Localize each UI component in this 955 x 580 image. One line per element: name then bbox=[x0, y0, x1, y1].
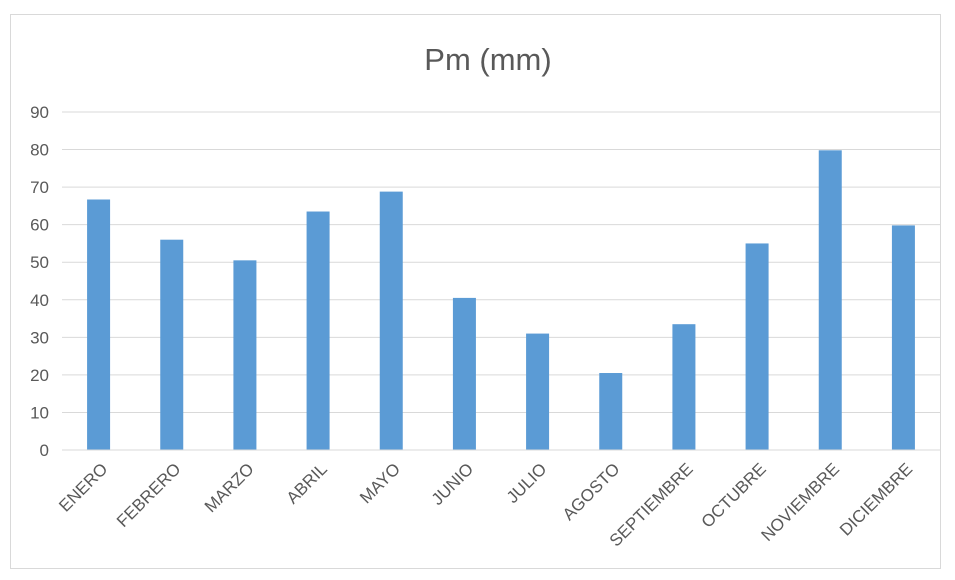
bar-julio bbox=[526, 333, 550, 450]
x-tick-label: ENERO bbox=[55, 459, 111, 515]
y-tick-label: 90 bbox=[30, 103, 49, 122]
bar-agosto bbox=[599, 373, 623, 450]
x-tick-label: JULIO bbox=[503, 459, 551, 507]
bar-septiembre bbox=[672, 324, 696, 450]
y-tick-label: 70 bbox=[30, 178, 49, 197]
bars bbox=[87, 150, 915, 450]
x-tick-label: NOVIEMBRE bbox=[757, 459, 843, 545]
chart-title: Pm (mm) bbox=[424, 42, 551, 77]
bar-diciembre bbox=[891, 225, 915, 450]
bar-mayo bbox=[379, 191, 403, 450]
x-tick-label: AGOSTO bbox=[559, 459, 624, 524]
y-tick-label: 50 bbox=[30, 253, 49, 272]
x-tick-label: DICIEMBRE bbox=[836, 459, 916, 539]
y-tick-label: 20 bbox=[30, 366, 49, 385]
y-tick-label: 10 bbox=[30, 403, 49, 422]
y-tick-label: 80 bbox=[30, 141, 49, 160]
x-tick-label: MAYO bbox=[356, 459, 404, 507]
bar-octubre bbox=[745, 243, 769, 450]
x-axis-ticks: ENERO FEBRERO MARZO ABRIL MAYO JUNIO JULIO AGOS… bbox=[55, 459, 916, 550]
x-tick-label: ABRIL bbox=[283, 459, 331, 507]
x-tick-label: JUNIO bbox=[428, 459, 477, 508]
bar-marzo bbox=[233, 260, 257, 450]
y-tick-label: 60 bbox=[30, 216, 49, 235]
y-tick-label: 0 bbox=[40, 441, 49, 460]
bar-noviembre bbox=[818, 150, 842, 450]
x-tick-label: OCTUBRE bbox=[698, 459, 770, 531]
bar-abril bbox=[306, 211, 330, 450]
bar-enero bbox=[87, 199, 111, 450]
y-axis-ticks: 0 10 20 30 40 50 60 70 80 90 bbox=[30, 103, 49, 460]
x-tick-label: FEBRERO bbox=[113, 459, 185, 531]
bar-junio bbox=[452, 297, 476, 450]
gridlines bbox=[62, 111, 940, 413]
y-tick-label: 40 bbox=[30, 291, 49, 310]
x-tick-label: MARZO bbox=[201, 459, 258, 516]
bar-febrero bbox=[160, 239, 184, 450]
y-tick-label: 30 bbox=[30, 328, 49, 347]
